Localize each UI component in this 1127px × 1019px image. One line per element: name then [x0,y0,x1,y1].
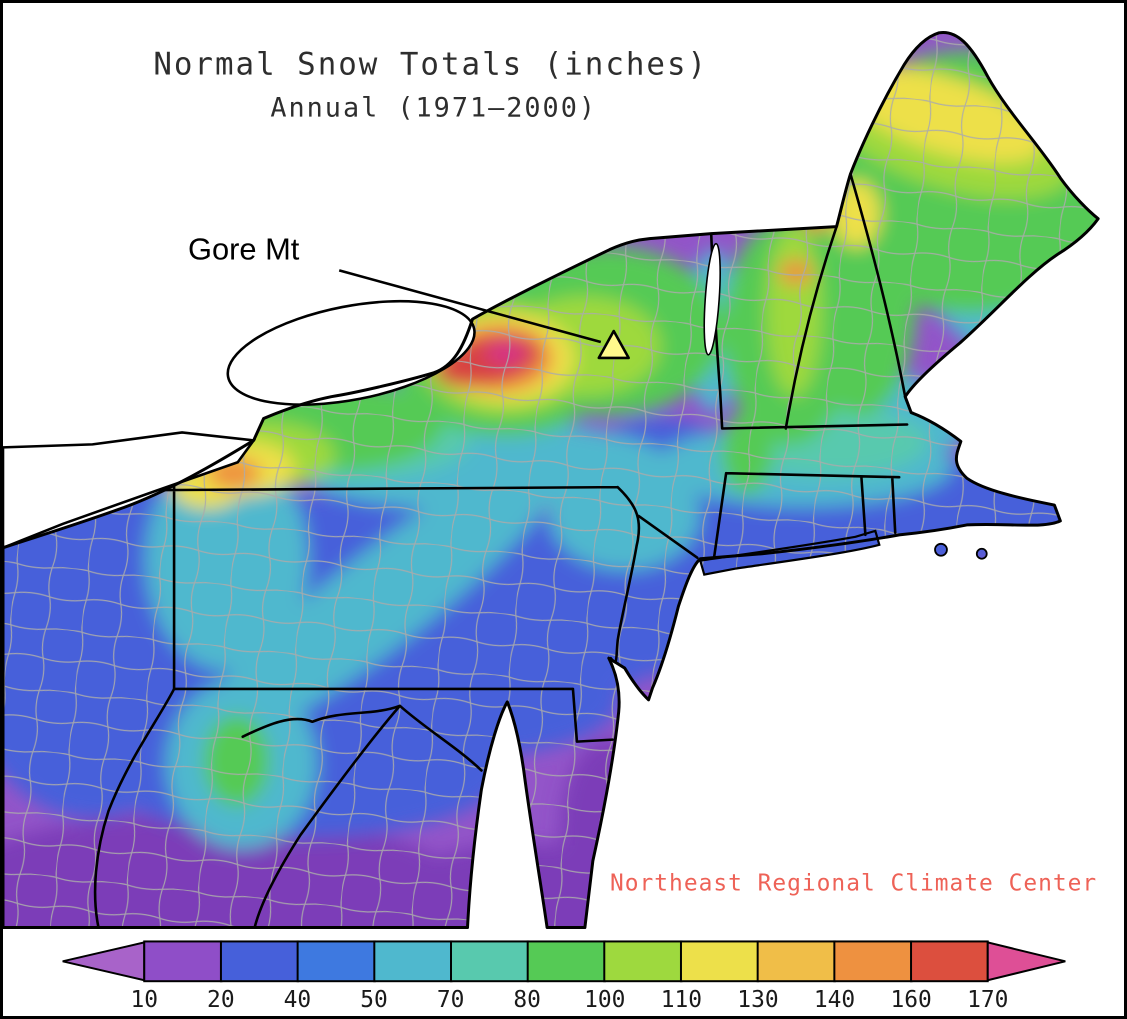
colorbar-segment [296,940,376,983]
map: Normal Snow Totals (inches) Annual (1971… [3,31,1100,930]
map-canvas: Normal Snow Totals (inches) Annual (1971… [3,31,1100,1013]
colorbar-tick-label: 140 [814,987,855,1013]
colorbar-tick-label: 170 [967,987,1008,1013]
colorbar-tick-label: 40 [284,987,312,1013]
colorbar-arrow-right [986,941,1066,982]
gore-mt-marker-icon [597,329,630,360]
colorbar-segment [450,940,530,983]
colorbar-tick-label: 70 [437,987,465,1013]
map-title: Normal Snow Totals (inches) [153,47,708,83]
colorbar-tick-label: 110 [661,987,702,1013]
colorbar: 10 20 40 50 70 80 100 110 130 140 160 17… [62,940,1066,1013]
colorbar-segment [756,940,836,983]
colorbar-tick-label: 160 [890,987,931,1013]
colorbar-segment [603,940,683,983]
colorbar-segment [679,940,760,983]
credit-text: Northeast Regional Climate Center [610,871,1097,897]
gore-mt-label: Gore Mt [188,231,300,266]
colorbar-segment [219,940,300,983]
snow-shading [3,32,1099,928]
colorbar-segment [526,940,606,983]
state-borders-mid-atlantic [158,483,699,743]
colorbar-segment [373,940,453,983]
colorbar-segment [143,940,223,983]
map-subtitle: Annual (1971—2000) [270,92,597,123]
colorbar-tick-label: 10 [130,987,158,1013]
coastline [3,31,1100,930]
colorbar-tick-label: 80 [513,987,541,1013]
colorbar-tick-label: 50 [360,987,388,1013]
colorbar-tick-label: 130 [737,987,778,1013]
gore-mt-pointer-line [338,269,602,344]
colorbar-segment [910,940,989,983]
colorbar-tick-label: 20 [207,987,235,1013]
lake-champlain [703,242,721,356]
colorbar-arrow-left [62,941,146,982]
colorbar-tick-label: 100 [584,987,625,1013]
long-island-outline [698,529,881,576]
island-outline [934,542,948,557]
island-outline [975,547,988,560]
colorbar-segment [833,940,913,983]
state-borders-south [93,687,483,929]
